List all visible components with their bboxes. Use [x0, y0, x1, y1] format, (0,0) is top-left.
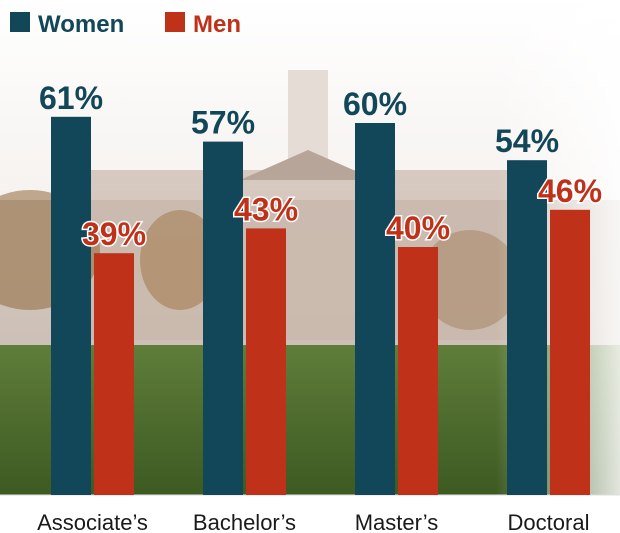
bar: [550, 210, 590, 495]
value-label: 61%: [39, 80, 103, 116]
x-tick-label: Master’s: [355, 510, 439, 533]
value-label: 46%: [538, 173, 602, 209]
value-label: 60%: [343, 86, 407, 122]
bar: [398, 247, 438, 495]
value-label: 39%: [82, 216, 146, 252]
legend-swatch: [10, 12, 30, 32]
bar: [51, 117, 91, 495]
chart: Women Men 61% 39% Associate’s 57% 43% Bachelor’…: [0, 0, 620, 533]
value-label: 57%: [191, 105, 255, 141]
x-tick-label: Doctoral: [508, 510, 590, 533]
legend-swatch: [165, 12, 185, 32]
bar: [355, 123, 395, 495]
legend-label: Men: [193, 11, 241, 38]
value-label: 40%: [386, 210, 450, 246]
x-tick-label: Bachelor’s: [193, 510, 296, 533]
legend-label: Women: [38, 11, 124, 38]
bar: [94, 253, 134, 495]
value-label: 43%: [234, 191, 298, 227]
bar: [507, 160, 547, 495]
bar: [246, 228, 286, 495]
value-label: 54%: [495, 123, 559, 159]
x-tick-label: Associate’s: [37, 510, 148, 533]
